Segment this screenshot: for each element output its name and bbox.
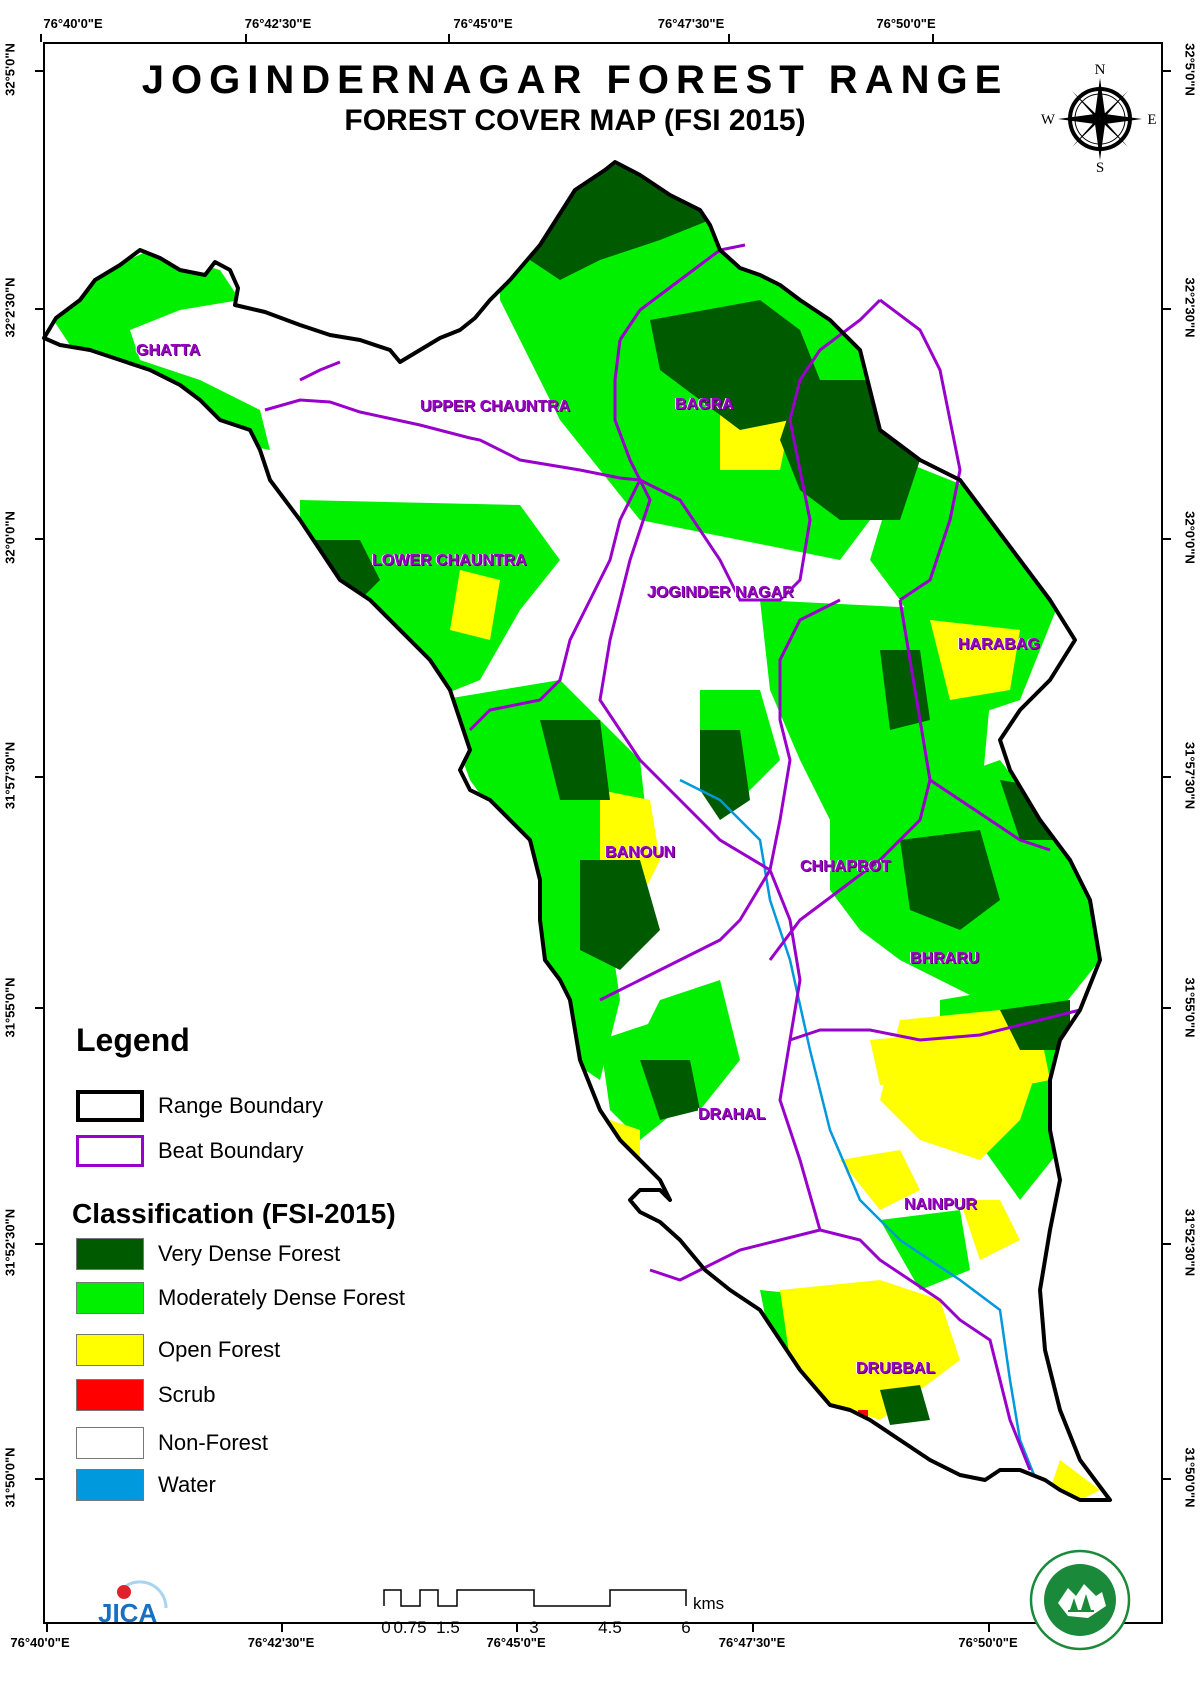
tick-mark — [1163, 776, 1171, 778]
tick-mark — [35, 1243, 43, 1245]
tick-mark — [1163, 70, 1171, 72]
longitude-tick-bottom: 76°40'0"E — [10, 1635, 70, 1650]
legend-item-moderately-dense-forest: Moderately Dense Forest — [76, 1282, 405, 1314]
tick-mark — [1163, 308, 1171, 310]
tick-mark — [281, 1624, 283, 1632]
scale-label: 6 — [681, 1618, 691, 1637]
tick-mark — [35, 1478, 43, 1480]
legend-label: Very Dense Forest — [158, 1241, 341, 1266]
beat-label-drahal: DRAHAL — [698, 1106, 766, 1123]
water-swatch — [76, 1469, 144, 1501]
tick-mark — [1163, 538, 1171, 540]
beat-boundaries — [264, 243, 1081, 1471]
longitude-tick-bottom: 76°47'30"E — [718, 1635, 786, 1650]
tick-mark — [1163, 1007, 1171, 1009]
tick-mark — [35, 776, 43, 778]
tick-mark — [40, 34, 42, 42]
legend-item-very-dense-forest: Very Dense Forest — [76, 1238, 340, 1270]
longitude-tick-top: 76°42'30"E — [244, 16, 312, 31]
tick-mark — [1163, 1243, 1171, 1245]
open-forest-swatch — [76, 1334, 144, 1366]
tick-mark — [35, 538, 43, 540]
beat-label-bagra: BAGRA — [675, 396, 734, 413]
map-frame — [43, 42, 1163, 1624]
scale-bar — [383, 1589, 687, 1607]
tick-mark — [35, 70, 43, 72]
compass-east-label: E — [1147, 112, 1156, 128]
beat-boundary-swatch — [76, 1135, 144, 1167]
legend-item-beat-boundary: Beat Boundary — [76, 1135, 304, 1167]
longitude-tick-top: 76°45'0"E — [453, 16, 513, 31]
compass-west-label: W — [1041, 112, 1056, 128]
tick-mark — [516, 1624, 518, 1632]
tick-mark — [46, 1624, 48, 1632]
legend-item-water: Water — [76, 1469, 216, 1501]
legend-label: Scrub — [158, 1382, 216, 1407]
beat-label-banoun: BANOUN — [605, 844, 676, 861]
beat-label-joginder-nagar: JOGINDER NAGAR — [647, 584, 794, 601]
longitude-tick-top: 76°50'0"E — [876, 16, 936, 31]
scale-label: 1.5 — [436, 1618, 460, 1637]
tick-mark — [988, 1624, 990, 1632]
beat-label-nainpur: NAINPUR — [904, 1196, 977, 1213]
tick-mark — [245, 34, 247, 42]
legend-label: Moderately Dense Forest — [158, 1285, 405, 1310]
scrub-swatch — [76, 1379, 144, 1411]
scale-label: 4.5 — [598, 1618, 622, 1637]
longitude-tick-bottom: 76°45'0"E — [486, 1635, 546, 1650]
tick-mark — [35, 1007, 43, 1009]
jica-logo-icon: JICA — [98, 1580, 168, 1626]
compass-north-label: N — [1095, 62, 1106, 78]
tick-mark — [1163, 1478, 1171, 1480]
longitude-tick-bottom: 76°50'0"E — [958, 1635, 1018, 1650]
beat-label-chhaprot: CHHAPROT — [800, 858, 891, 875]
tick-mark — [932, 34, 934, 42]
legend-label: Range Boundary — [158, 1093, 324, 1118]
legend-label: Beat Boundary — [158, 1138, 304, 1163]
range-boundary — [42, 160, 1112, 1502]
legend-item-range-boundary: Range Boundary — [76, 1090, 323, 1122]
classification-title: Classification (FSI-2015) — [72, 1198, 396, 1229]
beat-label-drubbal: DRUBBAL — [856, 1360, 936, 1377]
beat-label-upper-chauntra: UPPER CHAUNTRA — [420, 398, 571, 415]
non-forest-swatch — [76, 1427, 144, 1459]
map-subtitle: FOREST COVER MAP (FSI 2015) — [344, 104, 806, 137]
beat-label-bhraru: BHRARU — [910, 950, 980, 967]
beat-label-ghatta: GHATTA — [136, 342, 201, 359]
tick-mark — [35, 308, 43, 310]
moderately-dense-forest-swatch — [76, 1282, 144, 1314]
tick-mark — [752, 1624, 754, 1632]
compass-south-label: S — [1096, 160, 1104, 176]
legend-label: Water — [158, 1472, 216, 1497]
very-dense-forest-swatch — [76, 1238, 144, 1270]
scale-label: 0 — [381, 1618, 391, 1637]
beat-label-harabag: HARABAG — [958, 636, 1040, 653]
hp-forest-department-logo-icon — [1029, 1549, 1131, 1651]
legend-item-open-forest: Open Forest — [76, 1334, 280, 1366]
legend-item-non-forest: Non-Forest — [76, 1427, 268, 1459]
tick-mark — [448, 34, 450, 42]
legend-label: Open Forest — [158, 1337, 281, 1362]
range-boundary-swatch — [76, 1090, 144, 1122]
jica-logo-text: JICA — [98, 1598, 157, 1626]
legend-title: Legend — [76, 1022, 190, 1058]
longitude-tick-bottom: 76°42'30"E — [247, 1635, 315, 1650]
scale-label: 0.75 — [393, 1618, 427, 1637]
scale-label: 3 — [529, 1618, 539, 1637]
longitude-tick-top: 76°47'30"E — [657, 16, 725, 31]
scale-unit: kms — [693, 1594, 725, 1613]
tick-mark — [728, 34, 730, 42]
map-title: JOGINDERNAGAR FOREST RANGE — [141, 58, 1009, 102]
beat-label-lower-chauntra: LOWER CHAUNTRA — [372, 552, 527, 569]
legend-item-scrub: Scrub — [76, 1379, 215, 1411]
compass-rose-icon: N S W E — [1041, 62, 1157, 176]
legend-label: Non-Forest — [158, 1430, 269, 1455]
longitude-tick-top: 76°40'0"E — [43, 16, 103, 31]
